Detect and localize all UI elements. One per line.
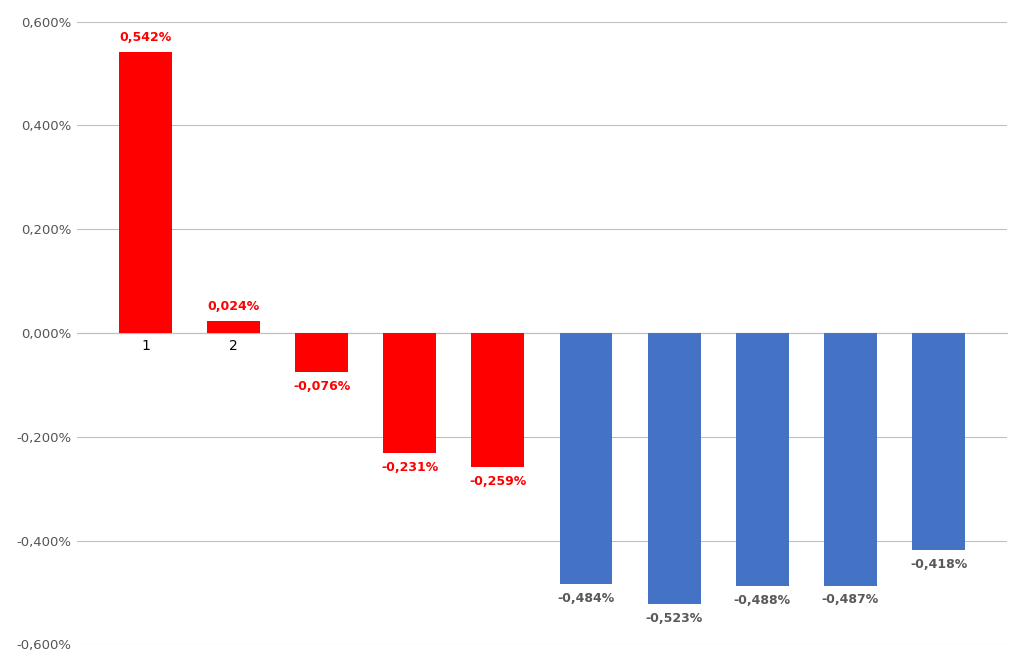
Bar <box>471 333 524 468</box>
Text: -0,488%: -0,488% <box>734 594 791 607</box>
Bar <box>383 333 436 453</box>
Text: -0,484%: -0,484% <box>557 592 614 605</box>
Text: -0,076%: -0,076% <box>293 380 350 393</box>
Bar <box>207 320 260 333</box>
Bar <box>912 333 965 550</box>
Text: -0,418%: -0,418% <box>910 558 968 571</box>
Bar <box>824 333 877 585</box>
Text: -0,231%: -0,231% <box>381 461 438 474</box>
Bar <box>295 333 348 373</box>
Bar <box>119 52 172 333</box>
Bar <box>560 333 612 584</box>
Text: -0,523%: -0,523% <box>645 612 702 625</box>
Bar <box>648 333 700 604</box>
Text: 0,542%: 0,542% <box>119 31 172 44</box>
Bar <box>736 333 788 586</box>
Text: 0,024%: 0,024% <box>208 300 260 313</box>
Text: -0,259%: -0,259% <box>469 475 526 488</box>
Text: -0,487%: -0,487% <box>822 593 879 607</box>
